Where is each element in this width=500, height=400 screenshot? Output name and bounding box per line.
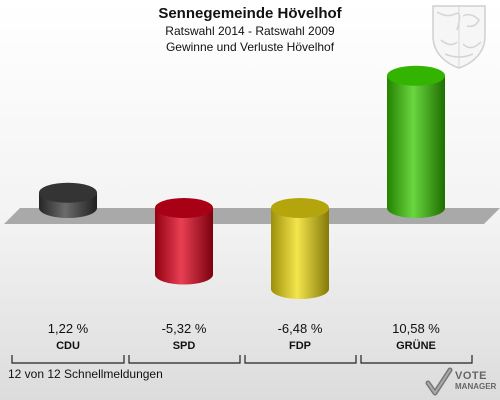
value-label-fdp: -6,48 % <box>278 321 323 336</box>
coat-of-arms-icon <box>432 5 486 69</box>
category-bracket-fdp <box>244 355 357 364</box>
zero-baseline <box>4 208 500 224</box>
value-label-grüne: 10,58 % <box>392 321 440 336</box>
category-label-cdu: CDU <box>56 340 80 352</box>
bar-cdu <box>39 182 97 218</box>
bar-grüne <box>387 65 445 218</box>
vote-manager-logo: VOTE MANAGER <box>425 366 499 398</box>
value-label-spd: -5,32 % <box>162 321 207 336</box>
category-label-fdp: FDP <box>289 340 311 352</box>
bar-fdp <box>271 198 329 299</box>
category-bracket-cdu <box>11 355 125 364</box>
category-label-grüne: GRÜNE <box>396 339 436 352</box>
category-bracket-spd <box>128 355 241 364</box>
value-label-cdu: 1,22 % <box>48 321 89 336</box>
chart-header: Sennegemeinde Hövelhof Ratswahl 2014 - R… <box>0 4 500 55</box>
logo-word-vote: VOTE <box>455 370 487 382</box>
chart-subtitle-description: Gewinne und Verluste Hövelhof <box>165 40 335 54</box>
chart-subtitle-elections: Ratswahl 2014 - Ratswahl 2009 <box>165 24 335 38</box>
chart-title: Sennegemeinde Hövelhof <box>158 5 342 22</box>
checkmark-icon <box>425 367 453 396</box>
category-label-spd: SPD <box>173 340 196 352</box>
bar-spd <box>155 198 213 285</box>
category-bracket-grüne <box>360 355 473 364</box>
logo-word-manager: MANAGER <box>455 382 497 391</box>
report-status: 12 von 12 Schnellmeldungen <box>8 367 163 381</box>
